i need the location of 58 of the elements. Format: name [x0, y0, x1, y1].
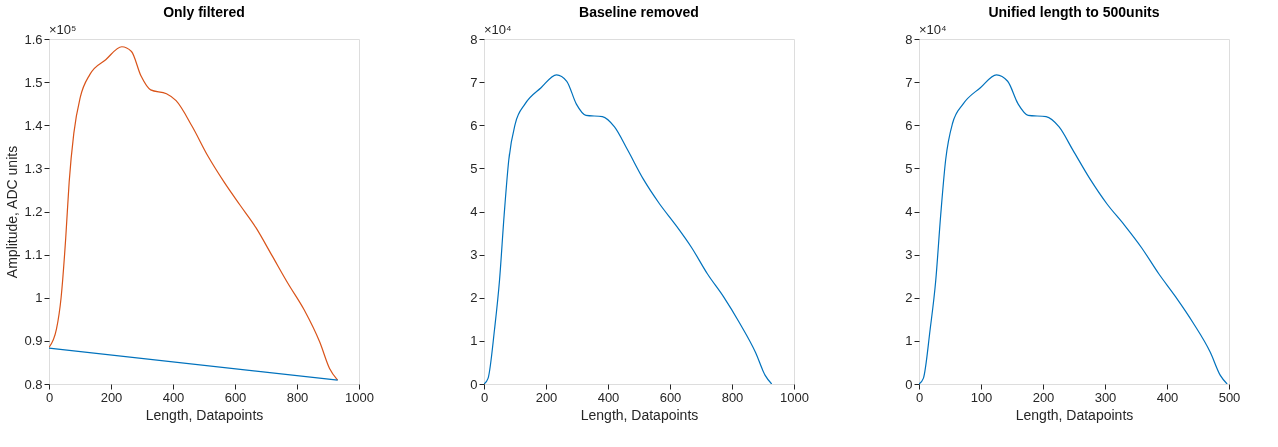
y-tick-label: 1.2 — [24, 204, 43, 219]
y-tick-label: 2 — [470, 290, 478, 306]
y-tick-label: 7 — [905, 74, 913, 90]
line-series — [49, 46, 339, 381]
y-tick-label: 3 — [905, 247, 913, 263]
y-tick-label: 0.8 — [24, 376, 43, 392]
text: ×10⁴ — [919, 22, 947, 37]
y-tick-label: 1.1 — [24, 247, 43, 263]
text: ×10⁴ — [484, 22, 512, 37]
x-tick-label: 200 — [535, 389, 558, 405]
y-tick-label: 6 — [905, 117, 913, 133]
x-tick-label: 0 — [480, 389, 489, 405]
x-tick-label: 600 — [224, 389, 247, 405]
y-tick-label: 2 — [905, 290, 913, 306]
x-tick-label: 1000 — [345, 389, 374, 405]
y-tick-label: 5 — [470, 160, 478, 176]
x-axis-title: Length, Datapoints — [1015, 406, 1134, 423]
y-tick-label: 1 — [905, 333, 913, 349]
y-tick-label: 3 — [470, 247, 478, 263]
y-tick-label: 4 — [905, 204, 913, 219]
line-series — [919, 74, 1228, 384]
y-tick-label: 1.4 — [24, 117, 43, 133]
y-tick-label: 5 — [905, 160, 913, 176]
chart-title: Baseline removed — [579, 4, 699, 20]
x-tick-label: 400 — [162, 389, 185, 405]
text: ×10⁵ — [49, 22, 77, 37]
x-tick-label: 0 — [45, 389, 54, 405]
x-axis-title: Length, Datapoints — [580, 406, 699, 423]
y-tick-label: 0 — [470, 376, 478, 392]
x-tick-label: 0 — [915, 389, 924, 405]
y-tick-label: 1.3 — [24, 160, 43, 176]
y-tick-label: 7 — [470, 74, 478, 90]
x-tick-label: 100 — [970, 389, 993, 405]
y-tick-label: 1 — [470, 333, 478, 349]
x-tick-label: 600 — [659, 389, 682, 405]
x-tick-label: 200 — [100, 389, 123, 405]
line-series — [484, 74, 773, 384]
x-tick-label: 800 — [721, 389, 744, 405]
x-axis-title: Length, Datapoints — [145, 406, 264, 423]
chart-title: Unified length to 500units — [988, 4, 1160, 20]
y-tick-label: 0 — [905, 376, 913, 392]
y-tick-label: 1.5 — [24, 74, 43, 90]
y-axis-title: Amplitude, ADC units — [4, 145, 21, 279]
y-tick-label: 1.6 — [24, 31, 43, 47]
x-tick-label: 200 — [1032, 389, 1055, 405]
x-tick-label: 400 — [1156, 389, 1179, 405]
y-tick-label: 8 — [470, 31, 478, 47]
x-tick-label: 1000 — [780, 389, 809, 405]
x-tick-label: 500 — [1218, 389, 1241, 405]
y-tick-label: 4 — [470, 204, 478, 219]
y-tick-label: 1 — [35, 290, 43, 306]
y-tick-label: 6 — [470, 117, 478, 133]
chart-title: Only filtered — [163, 4, 245, 20]
x-tick-label: 800 — [286, 389, 309, 405]
y-tick-label: 0.9 — [24, 333, 43, 349]
y-tick-label: 8 — [905, 31, 913, 47]
x-tick-label: 400 — [597, 389, 620, 405]
x-tick-label: 300 — [1094, 389, 1117, 405]
